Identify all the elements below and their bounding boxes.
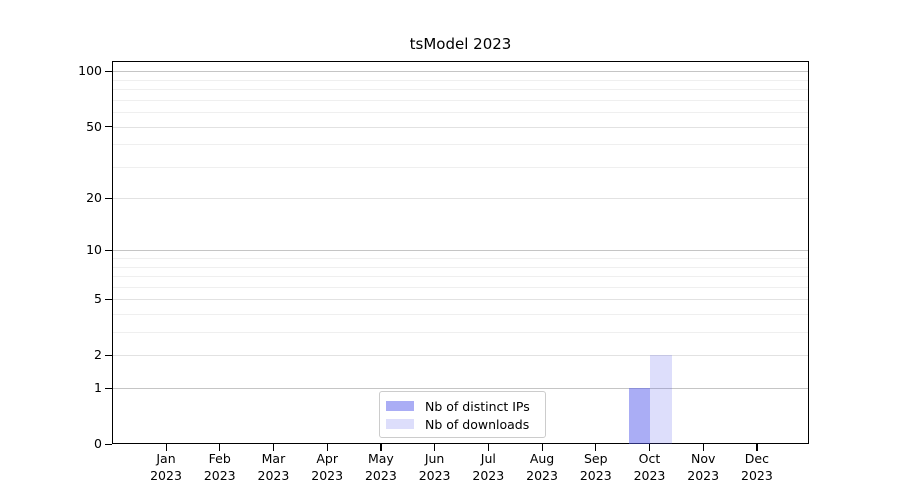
gridline-y-5 [113,299,808,301]
plot-area: Nb of distinct IPs Nb of downloads [112,61,809,444]
gridline-y-7 [113,276,808,278]
y-tick-label-10: 10 [86,242,102,258]
y-tick-1 [105,387,112,389]
y-tick-100 [105,70,112,73]
bar-nb-of-distinct-ips-oct-2023 [628,388,651,444]
gridline-y-9 [113,258,808,260]
x-tick-label-10: Oct 2023 [633,451,666,483]
x-tick-4 [326,444,328,451]
x-tick-label-2: Feb 2023 [203,451,236,483]
x-tick-label-1: Jan 2023 [150,451,182,483]
chart-title: tsModel 2023 [409,35,512,53]
gridline-y-80 [113,89,808,91]
x-tick-2 [219,444,221,451]
x-tick-11 [702,444,704,451]
y-tick-2 [105,354,112,356]
x-tick-label-4: Apr 2023 [311,451,344,483]
y-tick-label-50: 50 [86,118,102,134]
x-tick-label-7: Jul 2023 [472,451,505,483]
gridline-y-100 [113,71,808,73]
x-tick-3 [272,444,275,451]
x-tick-label-6: Jun 2023 [418,451,451,483]
x-tick-10 [648,444,651,451]
y-tick-label-0: 0 [94,436,102,451]
legend-swatch-nb-of-distinct-ips [386,401,414,411]
x-tick-8 [541,444,543,451]
y-tick-label-2: 2 [94,347,102,363]
y-tick-10 [105,249,112,252]
x-tick-label-12: Dec 2023 [741,451,773,483]
legend-item-nb-of-downloads: Nb of downloads [386,416,537,433]
legend-label-nb-of-distinct-ips: Nb of distinct IPs [425,398,530,414]
legend-item-nb-of-distinct-ips: Nb of distinct IPs [386,398,537,415]
gridline-y-30 [113,166,808,168]
gridline-y-70 [113,99,808,101]
x-tick-9 [595,444,597,451]
legend-label-nb-of-downloads: Nb of downloads [425,416,530,432]
x-tick-label-9: Sep 2023 [579,451,612,483]
y-tick-5 [105,298,112,301]
legend-swatch-nb-of-downloads [386,419,414,429]
gridline-y-2 [113,355,808,357]
y-tick-20 [105,197,112,199]
y-tick-label-5: 5 [94,291,102,307]
gridline-y-90 [113,79,808,81]
x-tick-6 [434,444,436,451]
x-tick-5 [380,444,382,451]
gridline-y-40 [113,144,808,146]
y-tick-label-20: 20 [86,190,102,206]
x-tick-label-11: Nov 2023 [687,451,720,483]
bar-nb-of-downloads-oct-2023 [650,355,672,444]
y-tick-label-1: 1 [94,380,102,396]
x-tick-label-3: Mar 2023 [257,451,290,483]
gridline-y-1 [113,388,808,390]
x-tick-label-5: May 2023 [364,451,397,483]
gridline-y-6 [113,286,808,288]
gridline-y-8 [113,266,808,268]
y-tick-50 [105,126,112,128]
gridline-y-50 [113,126,808,128]
gridline-y-4 [113,314,808,316]
gridline-y-3 [113,332,808,334]
x-tick-1 [165,444,167,451]
x-tick-label-8: Aug 2023 [526,451,558,483]
gridline-y-10 [113,250,808,252]
y-tick-label-100: 100 [78,63,102,79]
gridline-y-60 [113,112,808,114]
x-tick-12 [756,444,758,451]
y-tick-0 [105,443,112,445]
x-tick-7 [487,444,489,451]
gridline-y-20 [113,198,808,200]
legend: Nb of distinct IPs Nb of downloads [379,391,546,438]
